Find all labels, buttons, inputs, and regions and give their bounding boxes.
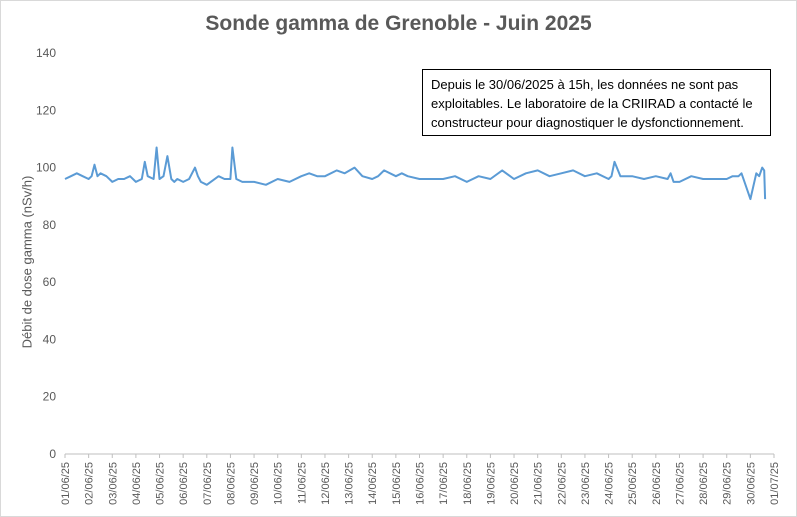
x-tick-label: 29/06/25 <box>722 462 734 505</box>
x-tick-label: 11/06/25 <box>296 462 308 504</box>
x-tick-label: 13/06/25 <box>344 462 356 505</box>
chart-title: Sonde gamma de Grenoble - Juin 2025 <box>205 12 592 35</box>
y-tick-label: 20 <box>43 390 57 404</box>
y-tick-label: 100 <box>36 161 56 175</box>
x-tick-label: 20/06/25 <box>509 462 521 505</box>
y-tick-label: 120 <box>36 103 56 117</box>
x-tick-label: 24/06/25 <box>604 462 616 505</box>
x-tick-label: 22/06/25 <box>556 462 568 505</box>
y-axis-ticks: 0 20 40 60 80 100 120 140 <box>36 46 56 461</box>
x-tick-label: 08/06/25 <box>225 462 237 505</box>
x-tick-label: 17/06/25 <box>438 462 450 505</box>
x-tick-label: 10/06/25 <box>273 462 285 505</box>
x-tick-label: 21/06/25 <box>533 462 545 505</box>
x-tick-label: 09/06/25 <box>249 462 261 505</box>
x-tick-label: 26/06/25 <box>651 462 663 505</box>
y-tick-label: 40 <box>43 332 57 346</box>
x-tick-label: 14/06/25 <box>367 462 379 505</box>
x-tick-label: 18/06/25 <box>462 462 474 505</box>
x-tick-label: 12/06/25 <box>320 462 332 505</box>
x-tick-label: 23/06/25 <box>580 462 592 505</box>
y-tick-label: 140 <box>36 46 56 60</box>
x-tick-label: 01/07/25 <box>769 462 781 505</box>
x-tick-label: 30/06/25 <box>745 462 757 505</box>
series-line <box>64 146 767 201</box>
x-tick-label: 28/06/25 <box>698 462 710 505</box>
x-tick-label: 07/06/25 <box>202 462 214 505</box>
x-axis-tickmarks <box>64 454 775 458</box>
x-tick-label: 19/06/25 <box>485 462 497 505</box>
x-tick-label: 06/06/25 <box>178 462 190 505</box>
x-tick-label: 03/06/25 <box>107 462 119 505</box>
x-tick-label: 27/06/25 <box>674 462 686 505</box>
x-axis-ticks: 01/06/25 02/06/25 03/06/25 04/06/25 05/06/25… <box>60 462 781 505</box>
y-tick-label: 80 <box>43 218 57 232</box>
x-tick-label: 05/06/25 <box>155 462 167 505</box>
x-tick-label: 16/06/25 <box>415 462 427 505</box>
x-tick-label: 15/06/25 <box>391 462 403 505</box>
y-tick-label: 0 <box>49 447 56 461</box>
annotation-box: Depuis le 30/06/2025 à 15h, les données … <box>422 69 771 136</box>
x-tick-label: 02/06/25 <box>84 462 96 505</box>
x-tick-label: 04/06/25 <box>131 462 143 505</box>
x-tick-label: 25/06/25 <box>627 462 639 505</box>
x-tick-label: 01/06/25 <box>60 462 72 505</box>
y-tick-label: 60 <box>43 275 57 289</box>
